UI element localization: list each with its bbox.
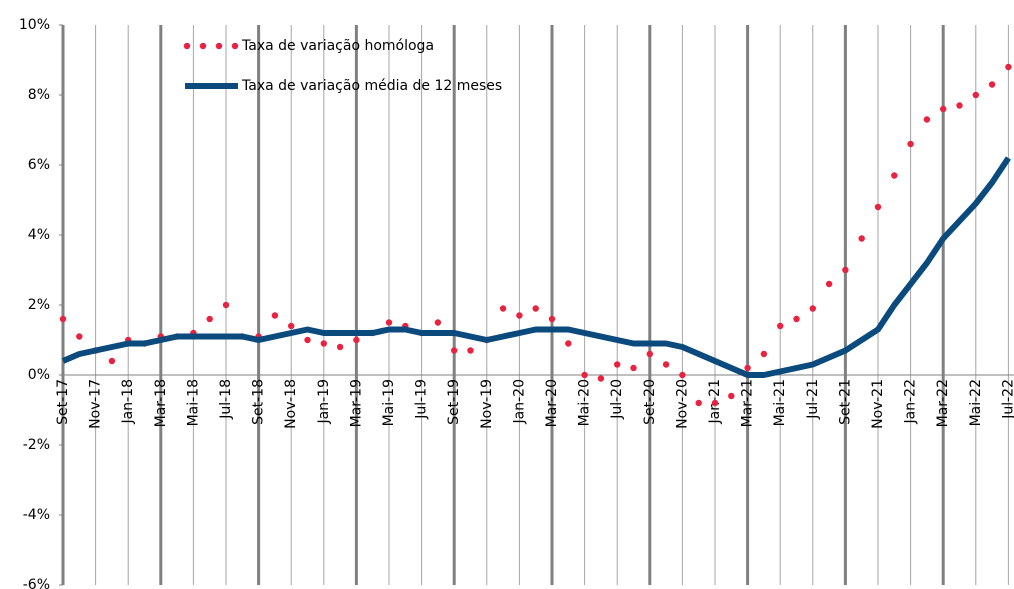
data-point bbox=[532, 305, 539, 312]
data-point bbox=[777, 322, 784, 330]
data-point bbox=[271, 312, 279, 319]
data-point bbox=[842, 266, 849, 274]
data-point bbox=[891, 172, 898, 179]
x-tick-label: Nov-18 bbox=[283, 379, 299, 429]
x-tick-label: Mai-20 bbox=[577, 379, 593, 426]
data-point bbox=[793, 315, 800, 323]
legend-marker bbox=[231, 42, 239, 50]
x-tick-label: Jul-21 bbox=[805, 379, 821, 420]
x-tick-label: Mar-22 bbox=[935, 379, 951, 427]
data-point bbox=[1005, 63, 1012, 71]
x-tick-label: Mar-18 bbox=[153, 379, 169, 427]
data-point bbox=[695, 399, 702, 407]
data-point bbox=[565, 340, 572, 347]
x-tick-label: Set-21 bbox=[837, 379, 853, 425]
data-point bbox=[336, 343, 344, 351]
x-tick-label: Jan-22 bbox=[903, 379, 919, 424]
x-tick-label: Set-19 bbox=[446, 379, 462, 425]
x-tick-label: Mar-19 bbox=[348, 379, 364, 427]
data-point bbox=[581, 371, 588, 379]
data-point bbox=[516, 312, 523, 319]
data-point bbox=[956, 102, 963, 109]
data-point bbox=[744, 364, 751, 372]
data-point bbox=[825, 280, 833, 288]
data-point bbox=[728, 392, 735, 400]
x-tick-label: Jan-20 bbox=[511, 379, 527, 424]
legend-marker bbox=[199, 42, 207, 50]
x-tick-label: Mai-19 bbox=[381, 379, 397, 426]
legend-label: Taxa de variação média de 12 meses bbox=[241, 78, 502, 94]
data-point bbox=[548, 315, 556, 323]
data-point bbox=[760, 350, 768, 358]
y-tick-label: 10% bbox=[19, 17, 50, 33]
y-tick-label: 8% bbox=[28, 87, 50, 103]
data-point bbox=[907, 140, 914, 148]
data-point bbox=[304, 336, 311, 344]
data-point bbox=[434, 319, 442, 326]
x-tick-label: Jul-20 bbox=[609, 379, 625, 420]
data-point bbox=[108, 357, 116, 365]
data-point bbox=[711, 399, 719, 407]
x-tick-label: Nov-21 bbox=[870, 379, 886, 429]
x-tick-label: Jul-18 bbox=[218, 379, 234, 420]
data-point bbox=[499, 305, 507, 312]
x-tick-label: Jul-22 bbox=[1000, 379, 1014, 420]
data-point bbox=[59, 315, 67, 323]
data-point bbox=[923, 116, 931, 123]
x-tick-label: Jan-18 bbox=[120, 379, 136, 424]
x-tick-label: Mai-22 bbox=[968, 379, 984, 426]
x-tick-label: Jan-19 bbox=[316, 379, 332, 424]
x-tick-label: Jul-19 bbox=[414, 379, 430, 420]
legend-marker bbox=[183, 42, 191, 50]
x-tick-label: Nov-17 bbox=[88, 379, 104, 429]
x-tick-label: Set-20 bbox=[642, 379, 658, 425]
data-line bbox=[61, 156, 1011, 378]
legend-marker bbox=[215, 42, 223, 50]
x-tick-label: Mar-20 bbox=[544, 379, 560, 427]
data-point bbox=[630, 364, 637, 372]
x-tick-label: Mar-21 bbox=[740, 379, 756, 427]
data-point bbox=[353, 336, 360, 344]
data-point bbox=[288, 322, 295, 330]
data-point bbox=[679, 371, 686, 379]
x-tick-label: Mai-18 bbox=[185, 379, 201, 426]
x-tick-label: Mai-21 bbox=[772, 379, 788, 426]
y-tick-label: 4% bbox=[28, 227, 50, 243]
x-tick-label: Nov-19 bbox=[479, 379, 495, 429]
y-tick-label: 0% bbox=[28, 367, 50, 383]
data-point bbox=[222, 301, 230, 309]
data-point bbox=[206, 315, 213, 323]
data-point bbox=[646, 350, 653, 358]
data-point bbox=[451, 347, 458, 354]
data-point bbox=[385, 319, 393, 326]
data-point bbox=[858, 235, 865, 242]
data-point bbox=[972, 91, 979, 99]
data-point bbox=[662, 361, 670, 368]
data-point bbox=[76, 333, 83, 340]
data-point bbox=[614, 361, 621, 368]
y-tick-label: 2% bbox=[28, 297, 50, 313]
x-tick-label: Set-17 bbox=[55, 379, 71, 425]
y-tick-label: -6% bbox=[23, 577, 50, 589]
y-tick-label: 6% bbox=[28, 157, 50, 173]
y-tick-label: -2% bbox=[23, 437, 50, 453]
data-point bbox=[940, 105, 947, 113]
data-point bbox=[874, 203, 882, 211]
x-tick-label: Nov-20 bbox=[674, 379, 690, 429]
legend-label: Taxa de variação homóloga bbox=[241, 38, 434, 54]
data-point bbox=[320, 340, 327, 347]
y-tick-label: -4% bbox=[23, 507, 50, 523]
data-point bbox=[467, 347, 474, 354]
data-point bbox=[988, 81, 996, 88]
x-tick-label: Set-18 bbox=[251, 379, 267, 425]
data-point bbox=[597, 375, 605, 382]
data-point bbox=[809, 305, 816, 312]
